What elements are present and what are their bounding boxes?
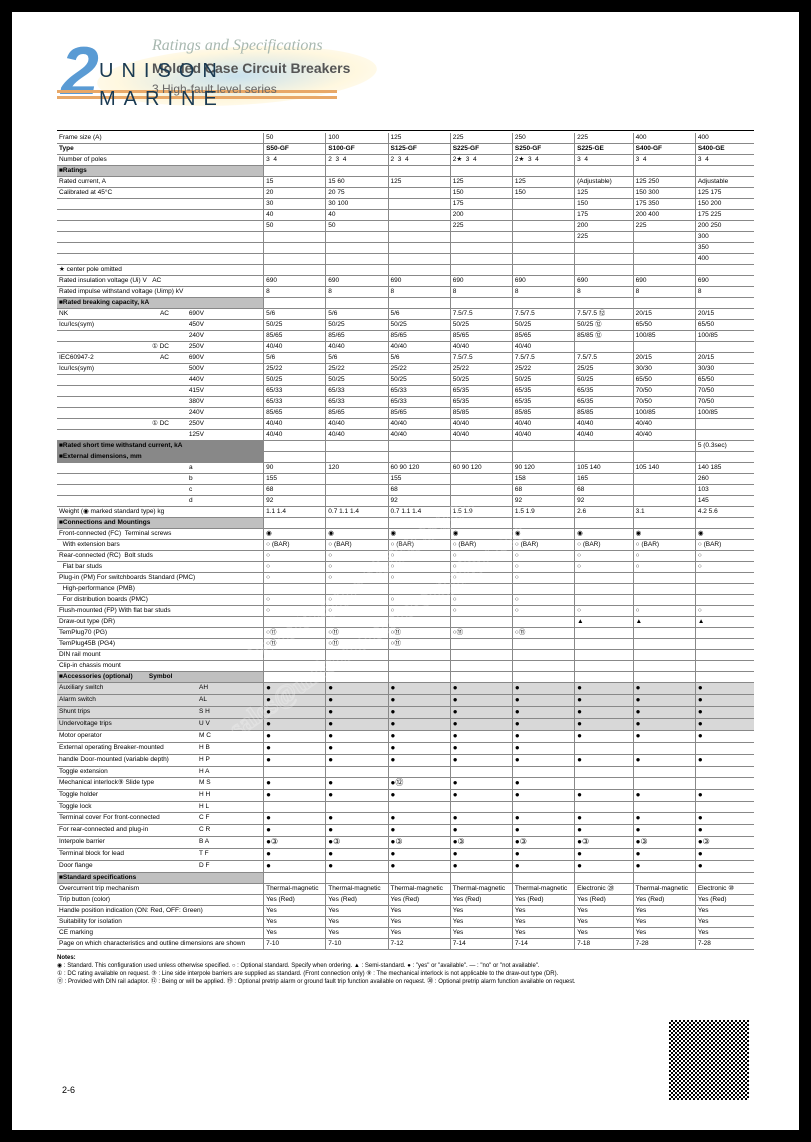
qr-code: [669, 1020, 749, 1100]
note-line: ⑪ : Provided with DIN rail adaptor. ⑫ : …: [57, 978, 754, 986]
logo-text-1: UNISON: [99, 60, 225, 83]
note-line: ◉ : Standard. This configuration used un…: [57, 962, 754, 970]
header-title-1: Ratings and Specifications: [152, 37, 323, 55]
notes-header: Notes:: [57, 954, 754, 962]
page-frame: 2 Ratings and Specifications Molded Case…: [0, 0, 811, 1142]
logo-text-2: MARINE: [99, 88, 225, 111]
notes-section: Notes: ◉ : Standard. This configuration …: [57, 954, 754, 986]
header: 2 Ratings and Specifications Molded Case…: [57, 42, 754, 122]
note-line: ① : DC rating available on request. ③ : …: [57, 970, 754, 978]
spec-table: Frame size (A)50100125225250225400400Typ…: [57, 133, 754, 950]
page-number: 2-6: [62, 1085, 75, 1095]
divider: [57, 130, 754, 131]
